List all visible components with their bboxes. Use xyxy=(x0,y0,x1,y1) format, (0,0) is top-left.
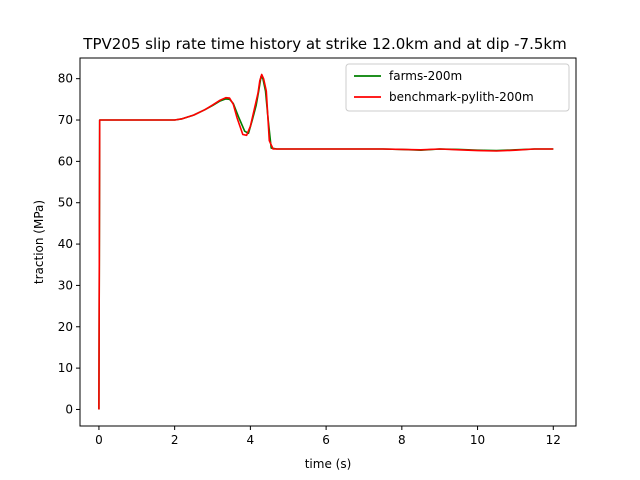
x-tick-label: 10 xyxy=(470,433,485,447)
legend-label: benchmark-pylith-200m xyxy=(389,90,534,104)
legend: farms-200m benchmark-pylith-200m xyxy=(345,63,570,112)
y-tick-label: 70 xyxy=(58,113,73,127)
series-line-2 xyxy=(98,73,554,410)
y-tick-label: 0 xyxy=(65,402,73,416)
y-tick-label: 10 xyxy=(58,361,73,375)
x-tick-label: 8 xyxy=(398,433,406,447)
x-tick-label: 6 xyxy=(322,433,330,447)
y-axis: 0 10 20 30 40 50 60 70 80 xyxy=(58,72,80,416)
plot-area xyxy=(98,73,554,410)
y-tick-label: 50 xyxy=(58,196,73,210)
x-axis-label: time (s) xyxy=(305,457,352,471)
x-tick-label: 12 xyxy=(546,433,561,447)
chart-title: TPV205 slip rate time history at strike … xyxy=(82,35,566,53)
y-tick-label: 30 xyxy=(58,278,73,292)
axes-frame xyxy=(79,57,577,427)
y-tick-label: 40 xyxy=(58,237,73,251)
legend-box xyxy=(345,63,570,112)
y-tick-label: 80 xyxy=(58,72,73,86)
x-tick-label: 2 xyxy=(171,433,179,447)
x-tick-label: 4 xyxy=(247,433,255,447)
series-line-1 xyxy=(98,75,554,410)
y-tick-label: 60 xyxy=(58,154,73,168)
y-axis-label: traction (MPa) xyxy=(32,200,46,284)
x-tick-label: 0 xyxy=(95,433,103,447)
x-axis: 0 2 4 6 8 10 12 xyxy=(95,426,561,447)
y-tick-label: 20 xyxy=(58,320,73,334)
legend-label: farms-200m xyxy=(389,69,462,83)
